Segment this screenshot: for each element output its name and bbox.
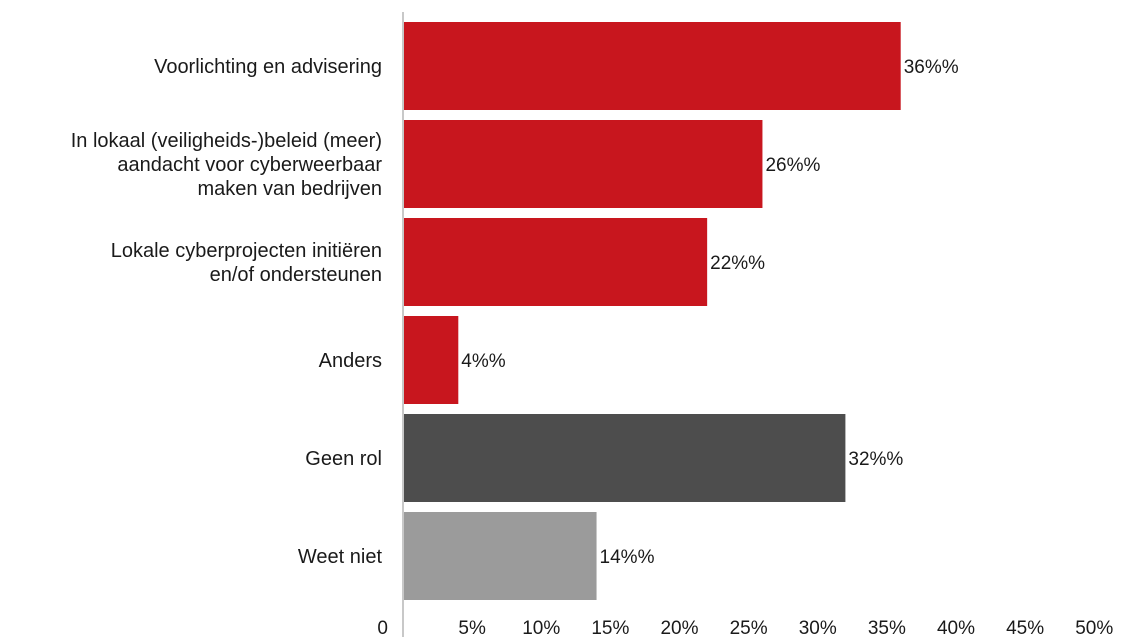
value-label-1: 26%% — [765, 155, 820, 176]
category-label-1: In lokaal (veiligheids-)beleid (meer) aan… — [71, 130, 383, 200]
x-tick-label-8: 40% — [937, 618, 975, 637]
category-label-4: Geen rol — [305, 448, 382, 470]
category-label-line: Voorlichting en advisering — [154, 56, 382, 78]
value-label-2: 22%% — [710, 253, 765, 274]
x-tick-label-7: 35% — [868, 618, 906, 637]
bar-4 — [404, 414, 846, 502]
x-tick-label-2: 10% — [522, 618, 560, 637]
value-label-5: 14%% — [600, 547, 655, 568]
x-tick-label-4: 20% — [660, 618, 698, 637]
bar-5 — [404, 512, 597, 600]
category-label-line: Anders — [319, 350, 382, 372]
value-label-3: 4%% — [461, 351, 505, 372]
bar-2 — [404, 218, 708, 306]
value-label-4: 32%% — [848, 449, 903, 470]
category-label-2: Lokale cyberprojecten initiëren en/of ond… — [111, 240, 382, 286]
category-label-line: Lokale cyberprojecten initiëren — [111, 240, 382, 262]
x-tick-label-6: 30% — [799, 618, 837, 637]
bars-group — [404, 22, 901, 600]
category-label-0: Voorlichting en advisering — [154, 56, 382, 78]
category-label-line: aandacht voor cyberweerbaar — [117, 154, 382, 176]
category-label-line: maken van bedrijven — [197, 178, 382, 200]
category-label-line: en/of ondersteunen — [210, 264, 382, 286]
x-tick-label-5: 25% — [730, 618, 768, 637]
x-tick-label-0: 0 — [377, 618, 388, 637]
category-label-line: In lokaal (veiligheids-)beleid (meer) — [71, 130, 382, 152]
x-tick-label-1: 5% — [458, 618, 486, 637]
category-label-line: Weet niet — [298, 546, 383, 568]
bar-0 — [404, 22, 901, 110]
x-tick-label-10: 50% — [1075, 618, 1113, 637]
category-labels-group: Voorlichting en advisering In lokaal (vei… — [71, 56, 383, 568]
category-label-line: Geen rol — [305, 448, 382, 470]
x-axis-ticks-group: 0 5% 10% 15% 20% 25% 30% 35% 40% 45% 50% — [377, 618, 1113, 637]
x-tick-label-3: 15% — [591, 618, 629, 637]
bar-3 — [404, 316, 459, 404]
category-label-3: Anders — [319, 350, 382, 372]
bar-1 — [404, 120, 763, 208]
value-label-0: 36%% — [904, 57, 959, 78]
category-label-5: Weet niet — [298, 546, 383, 568]
x-tick-label-9: 45% — [1006, 618, 1044, 637]
value-labels-group: 36%% 26%% 22%% 4%% 32%% 14%% — [461, 57, 958, 568]
